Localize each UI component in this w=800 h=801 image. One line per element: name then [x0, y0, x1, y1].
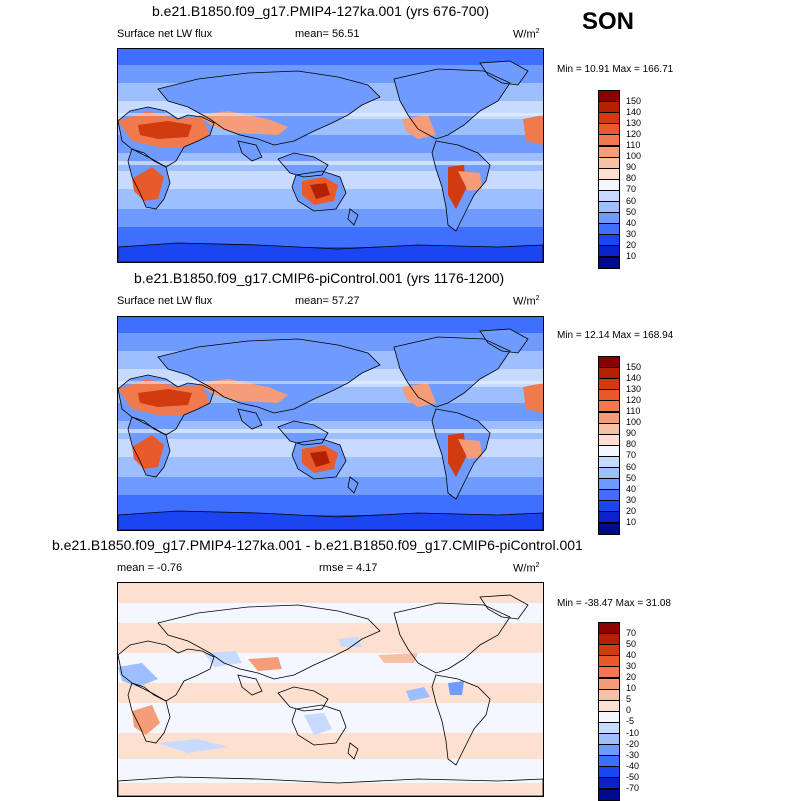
- colorbar-label: 5: [626, 694, 632, 705]
- colorbar-label: 90: [626, 162, 637, 173]
- colorbar-label: -50: [626, 771, 640, 782]
- colorbar-box: [598, 256, 620, 269]
- panel-1-map: [117, 48, 544, 263]
- colorbar-label: 50: [626, 206, 637, 217]
- panel-2-map: [117, 316, 544, 531]
- colorbar-box: [598, 788, 620, 801]
- colorbar-label: 60: [626, 461, 637, 472]
- panel-2-colorbar: 150 140 130 120 110 100 90 80 70 60 50 40 30 20 10: [598, 356, 658, 535]
- colorbar-label: -5: [626, 716, 635, 727]
- colorbar-label: 40: [626, 649, 637, 660]
- colorbar-label: 0: [626, 705, 632, 716]
- colorbar-label: 100: [626, 151, 642, 162]
- colorbar-label: 140: [626, 106, 642, 117]
- colorbar-label: 40: [626, 217, 637, 228]
- panel-2-variable: Surface net LW flux: [117, 295, 213, 307]
- colorbar-label: 130: [626, 117, 642, 128]
- colorbar-label: -40: [626, 760, 640, 771]
- panel-2-map-svg: [118, 317, 543, 530]
- colorbar-label: 80: [626, 439, 637, 450]
- panel-1-title: b.e21.B1850.f09_g17.PMIP4-127ka.001 (yrs…: [152, 3, 490, 19]
- colorbar-label: 90: [626, 428, 637, 439]
- colorbar-label: 150: [626, 361, 642, 372]
- colorbar-label: 70: [626, 184, 637, 195]
- colorbar-label: 20: [626, 239, 637, 250]
- colorbar-label: 30: [626, 660, 637, 671]
- panel-1-units: W/m2: [513, 28, 540, 41]
- panel-3-map: [117, 582, 544, 797]
- colorbar-label: 20: [626, 505, 637, 516]
- colorbar-label: 80: [626, 173, 637, 184]
- panel-1-mean: mean= 56.51: [295, 28, 360, 40]
- colorbar-label: 70: [626, 450, 637, 461]
- colorbar-label: 150: [626, 95, 642, 106]
- panel-1-colorbar: 150 140 130 120 110 100 90 80 70 60 50 40 30 20 10: [598, 90, 658, 269]
- colorbar-label: -10: [626, 727, 640, 738]
- colorbar-label: 50: [626, 472, 637, 483]
- colorbar-label: 50: [626, 638, 637, 649]
- colorbar-label: 10: [626, 517, 637, 527]
- colorbar-label: 10: [626, 683, 637, 694]
- panel-3-map-svg: [118, 583, 543, 796]
- colorbar-label: 20: [626, 672, 637, 682]
- colorbar-label: -20: [626, 738, 640, 749]
- panel-3-minmax: Min = -38.47 Max = 31.08: [557, 598, 671, 609]
- colorbar-box: [598, 522, 620, 535]
- panel-2-title: b.e21.B1850.f09_g17.CMIP6-piControl.001 …: [134, 270, 505, 286]
- panel-3-units: W/m2: [513, 562, 540, 575]
- panel-1-variable: Surface net LW flux: [117, 28, 213, 40]
- colorbar-label: 60: [626, 195, 637, 206]
- colorbar-label: 10: [626, 251, 637, 261]
- colorbar-label: 120: [626, 128, 642, 139]
- colorbar-label: -30: [626, 749, 640, 760]
- colorbar-label: 120: [626, 394, 642, 405]
- panel-1-minmax: Min = 10.91 Max = 166.71: [557, 64, 674, 75]
- colorbar-label: 140: [626, 372, 642, 383]
- panel-3-colorbar: 70 50 40 30 20 10 5 0 -5 -10 -20 -30 -40 -50 -70: [598, 622, 658, 801]
- colorbar-label: 30: [626, 494, 637, 505]
- season-label: SON: [582, 8, 635, 35]
- colorbar-label: -70: [626, 783, 640, 793]
- panel-3-title: b.e21.B1850.f09_g17.PMIP4-127ka.001 - b.…: [52, 537, 583, 553]
- colorbar-label: 40: [626, 483, 637, 494]
- colorbar-label: 100: [626, 417, 642, 428]
- panel-1-map-svg: [118, 49, 543, 262]
- panel-3-rmse: rmse = 4.17: [319, 562, 378, 574]
- panel-2-mean: mean= 57.27: [295, 295, 360, 307]
- colorbar-label: 130: [626, 383, 642, 394]
- colorbar-label: 110: [626, 140, 641, 150]
- panel-3-mean: mean = -0.76: [117, 562, 183, 574]
- colorbar-label: 70: [626, 627, 637, 638]
- colorbar-label: 30: [626, 228, 637, 239]
- panel-2-units: W/m2: [513, 295, 540, 308]
- colorbar-label: 110: [626, 406, 641, 416]
- panel-2-minmax: Min = 12.14 Max = 168.94: [557, 330, 674, 341]
